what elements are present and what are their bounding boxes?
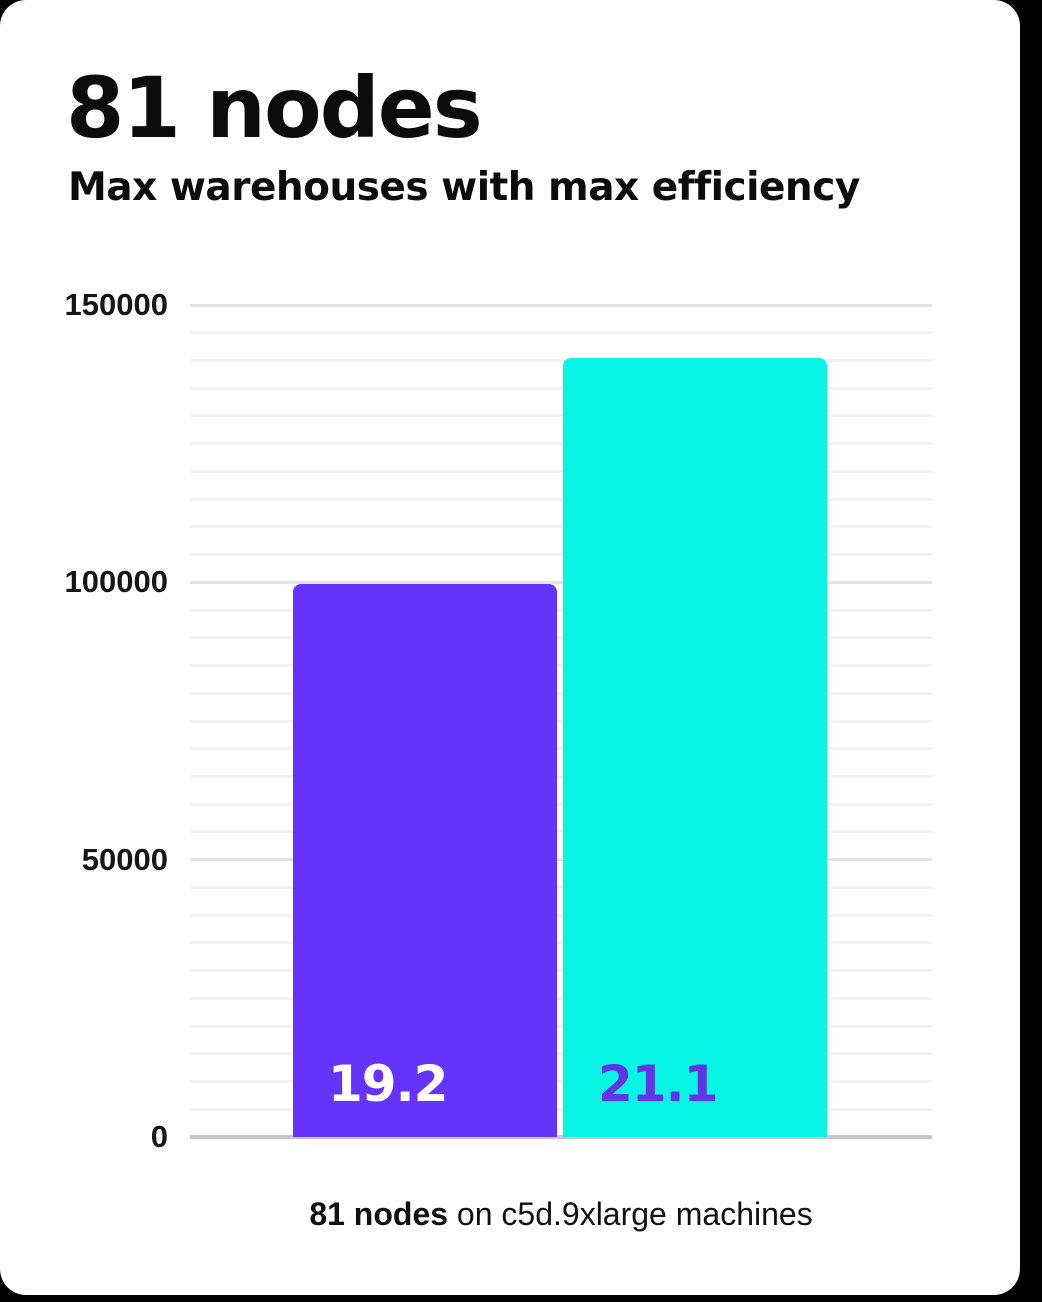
gridline <box>190 1080 932 1084</box>
bars: 19.2 21.1 <box>190 305 932 1137</box>
gridline <box>190 469 932 473</box>
caption-regular-text: on c5d.9xlarge machines <box>448 1196 813 1232</box>
bar-cyan: 21.1 <box>563 357 827 1137</box>
gridline <box>190 580 932 584</box>
gridline <box>190 358 932 362</box>
gridline <box>190 885 932 889</box>
gridline <box>190 774 932 778</box>
gridline <box>190 691 932 695</box>
gridline <box>190 802 932 806</box>
y-axis-label: 50000 <box>81 841 168 877</box>
gridline <box>190 913 932 917</box>
gridline <box>190 497 932 501</box>
gridline <box>190 1107 932 1111</box>
chart-card: 81 nodes Max warehouses with max efficie… <box>0 0 1020 1295</box>
bar-value-label: 19.2 <box>328 1055 448 1113</box>
x-axis-line <box>190 1135 932 1139</box>
y-axis-label: 0 <box>150 1119 168 1154</box>
gridline <box>190 1052 932 1056</box>
gridline <box>190 636 932 640</box>
gridline <box>190 525 932 529</box>
gridline <box>190 1024 932 1028</box>
gridline <box>190 303 932 307</box>
y-axis: 0 50000 100000 150000 <box>38 287 168 1154</box>
bar-value-label: 21.1 <box>598 1055 718 1113</box>
gridline <box>190 553 932 557</box>
gridline <box>190 830 932 834</box>
gridline <box>190 414 932 418</box>
gridline <box>190 858 932 862</box>
gridline <box>190 442 932 446</box>
gridline <box>190 608 932 612</box>
gridline <box>190 747 932 751</box>
y-axis-label: 100000 <box>64 564 168 600</box>
chart-caption: 81 nodes on c5d.9xlarge machines <box>190 1196 932 1233</box>
gridline <box>190 941 932 945</box>
chart-title: 81 nodes <box>66 59 483 157</box>
gridline <box>190 386 932 390</box>
caption-bold-text: 81 nodes <box>309 1196 449 1232</box>
plot-area: 19.2 21.1 <box>190 303 932 1139</box>
gridline <box>190 719 932 723</box>
gridline <box>190 331 932 335</box>
chart-subtitle: Max warehouses with max efficiency <box>68 165 860 210</box>
y-axis-label: 150000 <box>64 287 168 322</box>
gridline <box>190 664 932 668</box>
gridline <box>190 969 932 973</box>
bar-purple: 19.2 <box>293 584 557 1137</box>
gridline <box>190 996 932 1000</box>
